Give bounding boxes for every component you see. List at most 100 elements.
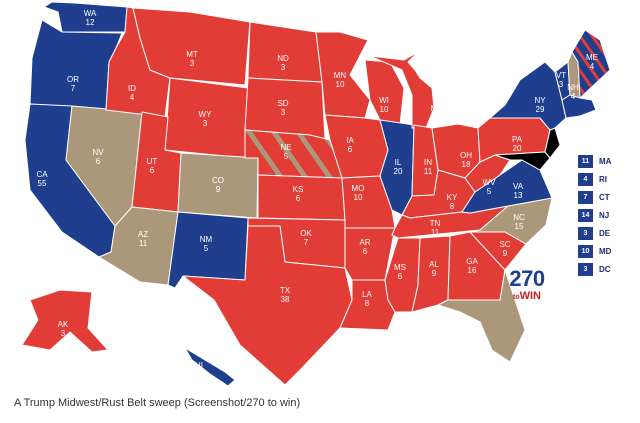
label-ID-abbr: ID: [128, 84, 136, 93]
label-WV-ev: 5: [487, 187, 492, 196]
label-AL-abbr: AL: [429, 260, 439, 269]
label-AK-ev: 3: [61, 329, 66, 338]
state-NE[interactable]: [244, 129, 343, 179]
label-OR-ev: 7: [71, 84, 76, 93]
label-NC-abbr: NC: [513, 213, 525, 222]
label-VA-abbr: VA: [513, 182, 524, 191]
label-VT-ev: 3: [559, 80, 564, 89]
state-ND[interactable]: [247, 21, 323, 83]
label-WY-ev: 3: [203, 119, 208, 128]
label-IN-abbr: IN: [424, 158, 432, 167]
label-UT-abbr: UT: [147, 157, 158, 166]
svg-text:AR6: AR 6: [359, 238, 370, 256]
legend-ev-md: 10: [578, 244, 593, 258]
electoral-map: WA 12 OR 7 CA 55 NV 6 ID 4 MT 3 WY 3 UT 6 CO 9 AZ…: [21, 1, 611, 387]
label-UT-ev: 6: [150, 166, 155, 175]
state-HI[interactable]: [184, 347, 236, 387]
legend-abbr-dc: DC: [599, 264, 611, 274]
label-CA-ev: 55: [38, 179, 47, 188]
label-AK-abbr: AK: [58, 320, 69, 329]
legend-abbr-ma: MA: [599, 156, 612, 166]
label-GA-ev: 16: [468, 266, 477, 275]
legend-row-de[interactable]: 3 DE: [578, 224, 628, 242]
label-MS-ev: 6: [398, 272, 403, 281]
label-KY-ev: 8: [450, 202, 455, 211]
state-MA-CT-RI[interactable]: [561, 94, 597, 119]
legend-ev-ct: 7: [578, 190, 593, 204]
label-TN-ev: 11: [431, 228, 440, 237]
state-TX[interactable]: [182, 225, 353, 386]
label-TX-abbr: TX: [280, 286, 291, 295]
label-OH-ev: 18: [462, 160, 471, 169]
legend-row-nj[interactable]: 14 NJ: [578, 206, 628, 224]
state-WI[interactable]: [364, 59, 405, 126]
logo-prefix: to: [513, 294, 520, 301]
label-HI-abbr: HI: [195, 361, 203, 370]
state-NJ[interactable]: [544, 127, 561, 159]
label-WA-abbr: WA: [84, 9, 97, 18]
label-ND-abbr: ND: [277, 54, 289, 63]
svg-text:VT3: VT 3: [556, 71, 566, 89]
svg-text:AL9: AL 9: [429, 260, 439, 278]
label-MN-ev: 10: [336, 80, 345, 89]
state-ME[interactable]: [571, 29, 611, 99]
legend-abbr-de: DE: [599, 228, 611, 238]
state-MI[interactable]: [369, 51, 435, 129]
state-NC[interactable]: [469, 197, 553, 245]
legend-row-ma[interactable]: 11 MA: [578, 152, 628, 170]
label-CO-abbr: CO: [212, 176, 224, 185]
label-NY-ev: 29: [536, 105, 545, 114]
legend-row-md[interactable]: 10 MD: [578, 242, 628, 260]
label-IN-ev: 11: [424, 167, 433, 176]
label-MO-ev: 10: [354, 193, 363, 202]
legend-abbr-ri: RI: [599, 174, 607, 184]
svg-text:ME4: ME 4: [586, 53, 598, 71]
svg-text:NH4: NH 4: [567, 83, 579, 101]
legend-row-dc[interactable]: 3 DC: [578, 260, 628, 278]
svg-text:HI4: HI 4: [195, 361, 203, 379]
label-ID-ev: 4: [130, 93, 135, 102]
svg-text:SD3: SD 3: [277, 99, 288, 117]
legend-ev-nj: 14: [578, 208, 593, 222]
label-ND-ev: 3: [281, 63, 286, 72]
svg-text:LA8: LA 8: [362, 290, 372, 308]
label-MT-abbr: MT: [186, 50, 198, 59]
label-NV-abbr: NV: [92, 148, 104, 157]
legend-ev-ri: 4: [578, 172, 593, 186]
label-MI-ev: 16: [431, 113, 440, 122]
label-WV-abbr: WV: [483, 178, 497, 187]
label-CA-abbr: CA: [36, 170, 48, 179]
label-SC-abbr: SC: [499, 240, 510, 249]
label-MT-ev: 3: [190, 59, 195, 68]
label-KY-abbr: KY: [447, 193, 458, 202]
state-KS[interactable]: [257, 174, 346, 221]
svg-text:IA6: IA 6: [346, 136, 354, 154]
label-AL-ev: 9: [432, 269, 437, 278]
label-NE-abbr: NE: [280, 143, 291, 152]
label-IA-abbr: IA: [346, 136, 354, 145]
state-MT[interactable]: [132, 7, 251, 86]
legend-abbr-md: MD: [599, 246, 612, 256]
label-AR-ev: 6: [363, 247, 368, 256]
label-NY-abbr: NY: [534, 96, 546, 105]
state-FL[interactable]: [437, 269, 526, 363]
image-caption: A Trump Midwest/Rust Belt sweep (Screens…: [14, 397, 301, 409]
logo-word: toWIN: [502, 290, 552, 304]
label-TN-abbr: TN: [430, 219, 441, 228]
legend-row-ct[interactable]: 7 CT: [578, 188, 628, 206]
legend-row-ri[interactable]: 4 RI: [578, 170, 628, 188]
label-OH-abbr: OH: [460, 151, 472, 160]
state-AK[interactable]: [21, 289, 109, 353]
label-OR-abbr: OR: [67, 75, 79, 84]
label-MO-abbr: MO: [352, 184, 365, 193]
label-LA-abbr: LA: [362, 290, 372, 299]
label-OK-ev: 7: [304, 238, 309, 247]
